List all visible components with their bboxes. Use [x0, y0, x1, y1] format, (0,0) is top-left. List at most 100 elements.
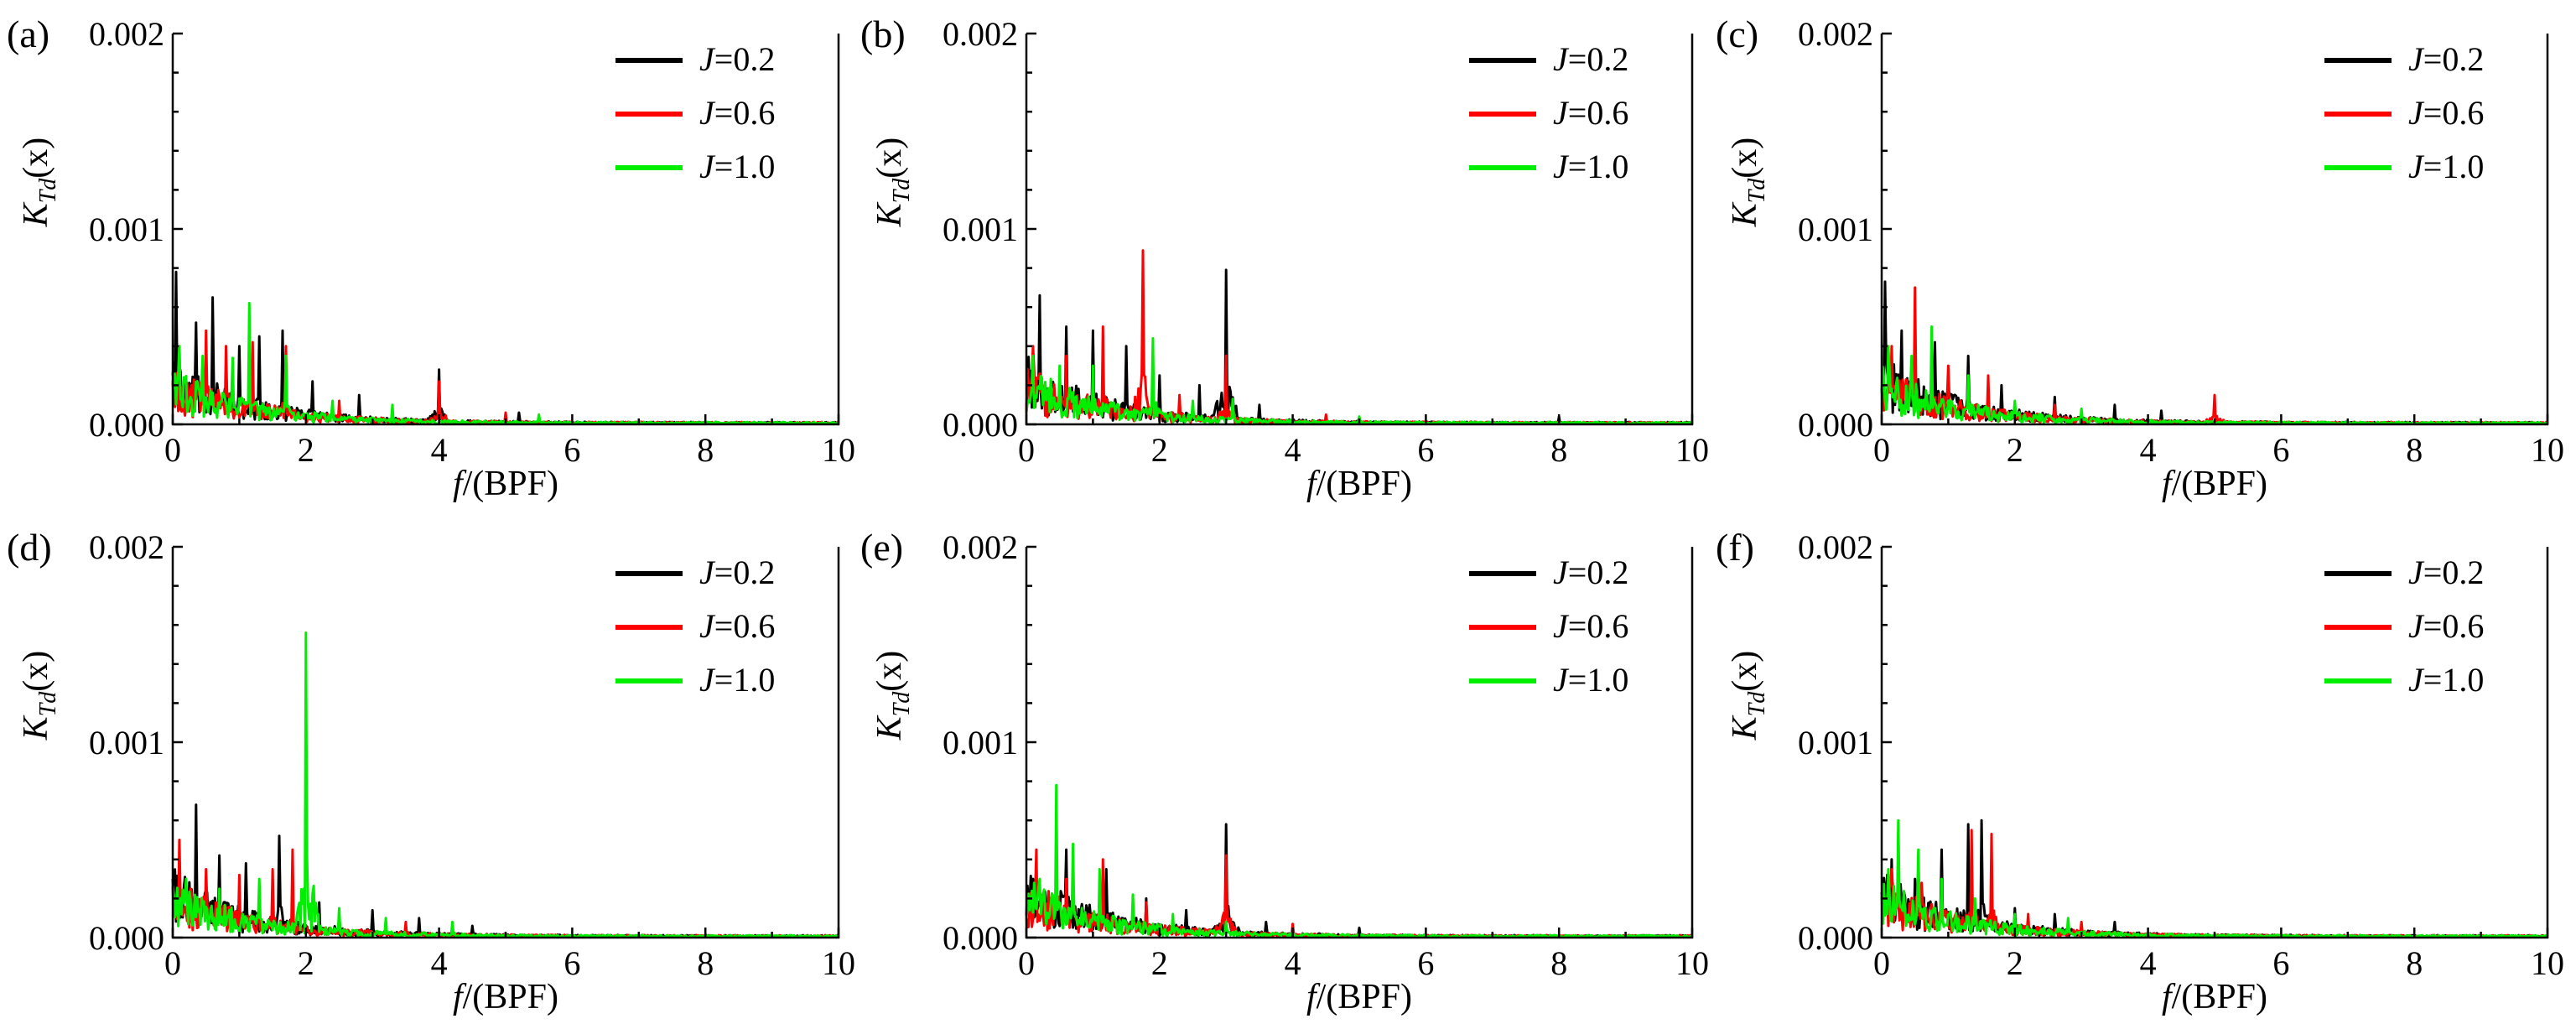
- y-tick-label: 0.001: [943, 724, 1018, 761]
- legend-label: J=0.6: [1553, 94, 1628, 132]
- x-tick-label: 4: [1285, 431, 1301, 469]
- legend-label: J=0.6: [2408, 607, 2484, 645]
- y-tick-label: 0.002: [1798, 528, 1873, 566]
- legend-label: J=0.2: [2408, 40, 2484, 78]
- y-axis-title: KTd(x): [870, 651, 915, 741]
- x-tick-label: 8: [1550, 944, 1567, 982]
- legend-label: J=0.6: [2408, 94, 2484, 132]
- x-tick-label: 10: [822, 431, 855, 469]
- series-line-J=1.0: [1025, 337, 1693, 425]
- panel-label: (c): [1716, 13, 1758, 55]
- panel-label: (a): [7, 13, 49, 55]
- legend-label: J=0.6: [699, 94, 775, 132]
- panel-f: 0 2 4 6 8 10 0.000 0.001 0.002 (f) f/(BPF) KTd(x) J=…: [1716, 526, 2564, 1016]
- x-axis-title: f/(BPF): [2162, 465, 2267, 503]
- x-tick-label: 6: [2272, 431, 2289, 469]
- x-tick-label: 10: [2531, 944, 2564, 982]
- y-tick-label: 0.000: [943, 919, 1018, 957]
- panel-d: 0 2 4 6 8 10 0.000 0.001 0.002 (d) f/(BPF) KTd(x) J=…: [7, 526, 855, 1016]
- x-tick-label: 10: [1675, 944, 1709, 982]
- x-tick-label: 10: [1675, 431, 1709, 469]
- x-tick-label: 4: [431, 431, 448, 469]
- x-tick-label: 2: [298, 944, 314, 982]
- x-tick-label: 0: [164, 944, 181, 982]
- y-tick-label: 0.000: [1798, 406, 1873, 444]
- series-line-J=0.2: [171, 270, 839, 426]
- x-tick-label: 2: [298, 431, 314, 469]
- axes-frame: [171, 34, 840, 426]
- axes-frame: [1880, 34, 2549, 426]
- y-tick-label: 0.002: [89, 15, 164, 53]
- y-axis-title: KTd(x): [870, 138, 915, 228]
- panel-b: 0 2 4 6 8 10 0.000 0.001 0.002 (b) f/(BPF) KTd(x) J=…: [860, 13, 1709, 503]
- y-tick-label: 0.001: [89, 724, 164, 761]
- y-axis-title: KTd(x): [1726, 138, 1770, 228]
- x-tick-label: 6: [1417, 944, 1434, 982]
- x-tick-label: 0: [1873, 431, 1890, 469]
- x-tick-label: 4: [431, 944, 448, 982]
- y-tick-label: 0.000: [89, 919, 164, 957]
- legend-label: J=1.0: [699, 148, 775, 185]
- panel-label: (b): [860, 13, 906, 55]
- legend-label: J=1.0: [2408, 661, 2484, 699]
- legend-label: J=0.2: [2408, 553, 2484, 591]
- legend-label: J=1.0: [699, 661, 775, 699]
- x-axis-title: f/(BPF): [453, 465, 558, 503]
- x-tick-label: 8: [2406, 431, 2423, 469]
- x-tick-label: 6: [564, 431, 580, 469]
- x-tick-label: 0: [1018, 431, 1035, 469]
- x-tick-label: 4: [2140, 944, 2157, 982]
- x-axis-title: f/(BPF): [453, 978, 558, 1016]
- x-tick-label: 8: [697, 944, 714, 982]
- x-tick-label: 0: [1873, 944, 1890, 982]
- x-axis-title: f/(BPF): [2162, 978, 2267, 1016]
- legend-label: J=1.0: [2408, 148, 2484, 185]
- series-line-J=1.0: [1025, 783, 1693, 938]
- y-tick-label: 0.001: [943, 210, 1018, 248]
- series-line-J=0.6: [1880, 286, 2548, 425]
- y-tick-label: 0.001: [89, 210, 164, 248]
- x-tick-label: 8: [2406, 944, 2423, 982]
- x-tick-label: 10: [822, 944, 855, 982]
- legend-label: J=0.6: [1553, 607, 1628, 645]
- series-line-J=0.2: [1025, 268, 1693, 425]
- x-tick-label: 10: [2531, 431, 2564, 469]
- y-tick-label: 0.001: [1798, 724, 1873, 761]
- x-tick-label: 6: [2272, 944, 2289, 982]
- x-tick-label: 2: [2007, 944, 2023, 982]
- y-tick-label: 0.002: [1798, 15, 1873, 53]
- x-axis-title: f/(BPF): [1306, 465, 1412, 503]
- panel-label: (e): [860, 526, 903, 569]
- legend-label: J=0.2: [1553, 553, 1628, 591]
- x-tick-label: 2: [2007, 431, 2023, 469]
- y-tick-label: 0.001: [1798, 210, 1873, 248]
- legend-label: J=0.2: [699, 40, 775, 78]
- x-tick-label: 0: [164, 431, 181, 469]
- y-tick-label: 0.002: [943, 15, 1018, 53]
- y-tick-label: 0.000: [1798, 919, 1873, 957]
- panel-label: (f): [1716, 526, 1754, 569]
- legend-label: J=0.2: [699, 553, 775, 591]
- y-tick-label: 0.002: [943, 528, 1018, 566]
- x-tick-label: 6: [564, 944, 580, 982]
- x-tick-label: 2: [1151, 944, 1168, 982]
- y-axis-title: KTd(x): [17, 138, 61, 228]
- panel-a: 0 2 4 6 8 10 0.000 0.001 0.002 (a) f/(BPF) KTd(x) J=…: [7, 13, 855, 503]
- legend-label: J=0.2: [1553, 40, 1628, 78]
- y-tick-label: 0.002: [89, 528, 164, 566]
- x-tick-label: 4: [1285, 944, 1301, 982]
- panel-label: (d): [7, 526, 52, 569]
- x-tick-label: 8: [697, 431, 714, 469]
- legend-label: J=1.0: [1553, 148, 1628, 185]
- axes-frame: [1025, 547, 1694, 939]
- x-tick-label: 4: [2140, 431, 2157, 469]
- panel-e: 0 2 4 6 8 10 0.000 0.001 0.002 (e) f/(BPF) KTd(x) J=…: [860, 526, 1709, 1016]
- series-line-J=1.0: [171, 302, 839, 426]
- y-axis-title: KTd(x): [1726, 651, 1770, 741]
- y-axis-title: KTd(x): [17, 651, 61, 741]
- x-tick-label: 0: [1018, 944, 1035, 982]
- x-tick-label: 8: [1550, 431, 1567, 469]
- x-axis-title: f/(BPF): [1306, 978, 1412, 1016]
- x-tick-label: 2: [1151, 431, 1168, 469]
